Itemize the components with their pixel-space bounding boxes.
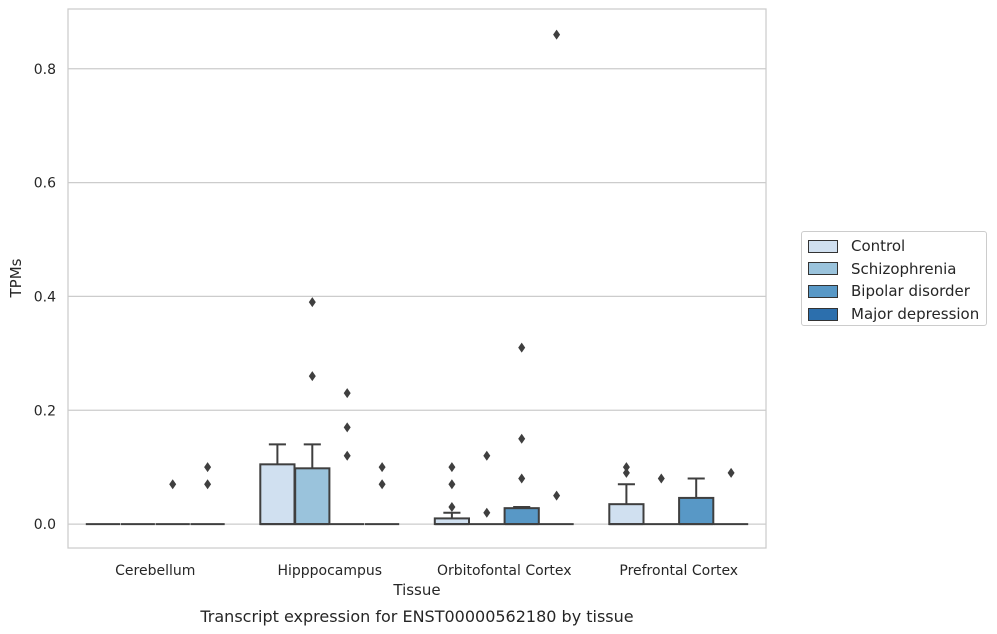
outlier-point <box>343 388 351 399</box>
legend-swatch <box>808 307 838 321</box>
legend-swatch <box>808 262 838 276</box>
legend: Control Schizophrenia Bipolar disorder M… <box>801 231 987 326</box>
outlier-point <box>343 450 351 461</box>
box-plot <box>608 462 645 526</box>
legend-label: Major depression <box>851 305 980 324</box>
box-plot <box>330 388 365 526</box>
outlier-point <box>308 297 316 308</box>
x-tick-label: Hipppocampus <box>277 563 382 579</box>
outlier-point <box>378 479 386 490</box>
box <box>678 496 715 526</box>
outlier-point <box>448 479 456 490</box>
outlier-point <box>308 371 316 382</box>
box-plot <box>539 29 574 526</box>
box-plot <box>433 462 471 526</box>
x-tick-label: Prefrontal Cortex <box>619 563 738 579</box>
box-plot <box>190 462 225 526</box>
outlier-point <box>378 462 386 473</box>
box-plot <box>713 467 749 526</box>
legend-item-major-depression: Major depression <box>808 303 986 326</box>
chart-title: Transcript expression for ENST0000056218… <box>199 607 633 626</box>
outlier-point <box>622 462 630 473</box>
x-axis-label: Tissue <box>392 581 440 599</box>
legend-item-bipolar-disorder: Bipolar disorder <box>808 280 986 303</box>
outlier-point <box>343 422 351 433</box>
outlier-point <box>448 502 456 513</box>
box-plot <box>294 297 331 526</box>
outlier-point <box>518 473 526 484</box>
y-axis-label: TPMs <box>7 258 25 298</box>
outlier-point <box>169 479 177 490</box>
outlier-point <box>553 490 561 501</box>
y-tick-label: 0.8 <box>34 62 56 78</box>
box-plot <box>259 443 296 526</box>
box <box>608 503 645 526</box>
outlier-point <box>553 29 561 40</box>
legend-label: Control <box>851 237 906 256</box>
outlier-point <box>204 462 212 473</box>
legend-item-control: Control <box>808 235 986 258</box>
x-axis-ticks: Cerebellum Hipppocampus Orbitofontal Corte… <box>115 563 738 579</box>
legend-label: Schizophrenia <box>851 259 957 278</box>
box-plots <box>85 29 749 526</box>
box <box>259 463 296 526</box>
box-plot <box>155 479 190 526</box>
legend-label: Bipolar disorder <box>851 282 970 301</box>
box <box>503 507 540 526</box>
outlier-point <box>657 473 665 484</box>
box-plot <box>469 450 504 526</box>
y-axis-ticks: 0.0 0.2 0.4 0.6 0.8 <box>34 62 56 533</box>
box-plot <box>503 342 540 526</box>
outlier-point <box>483 450 491 461</box>
box-plot <box>364 462 400 526</box>
outlier-point <box>518 433 526 444</box>
box <box>294 467 331 526</box>
box-plot <box>678 477 715 526</box>
outlier-point <box>622 467 630 478</box>
legend-swatch <box>808 239 838 253</box>
plot-frame <box>67 8 767 549</box>
outlier-point <box>518 342 526 353</box>
y-tick-label: 0.6 <box>34 176 56 192</box>
y-tick-label: 0.4 <box>34 289 56 305</box>
legend-swatch <box>808 284 838 298</box>
x-tick-label: Cerebellum <box>115 563 195 579</box>
outlier-point <box>483 507 491 518</box>
outlier-point <box>204 479 212 490</box>
y-tick-label: 0.0 <box>34 517 56 533</box>
y-tick-label: 0.2 <box>34 403 56 419</box>
plot-area <box>68 9 766 548</box>
box-plot <box>644 473 679 526</box>
x-tick-label: Orbitofontal Cortex <box>437 563 572 579</box>
outlier-point <box>727 467 735 478</box>
outlier-point <box>448 462 456 473</box>
legend-item-schizophrenia: Schizophrenia <box>808 258 986 281</box>
